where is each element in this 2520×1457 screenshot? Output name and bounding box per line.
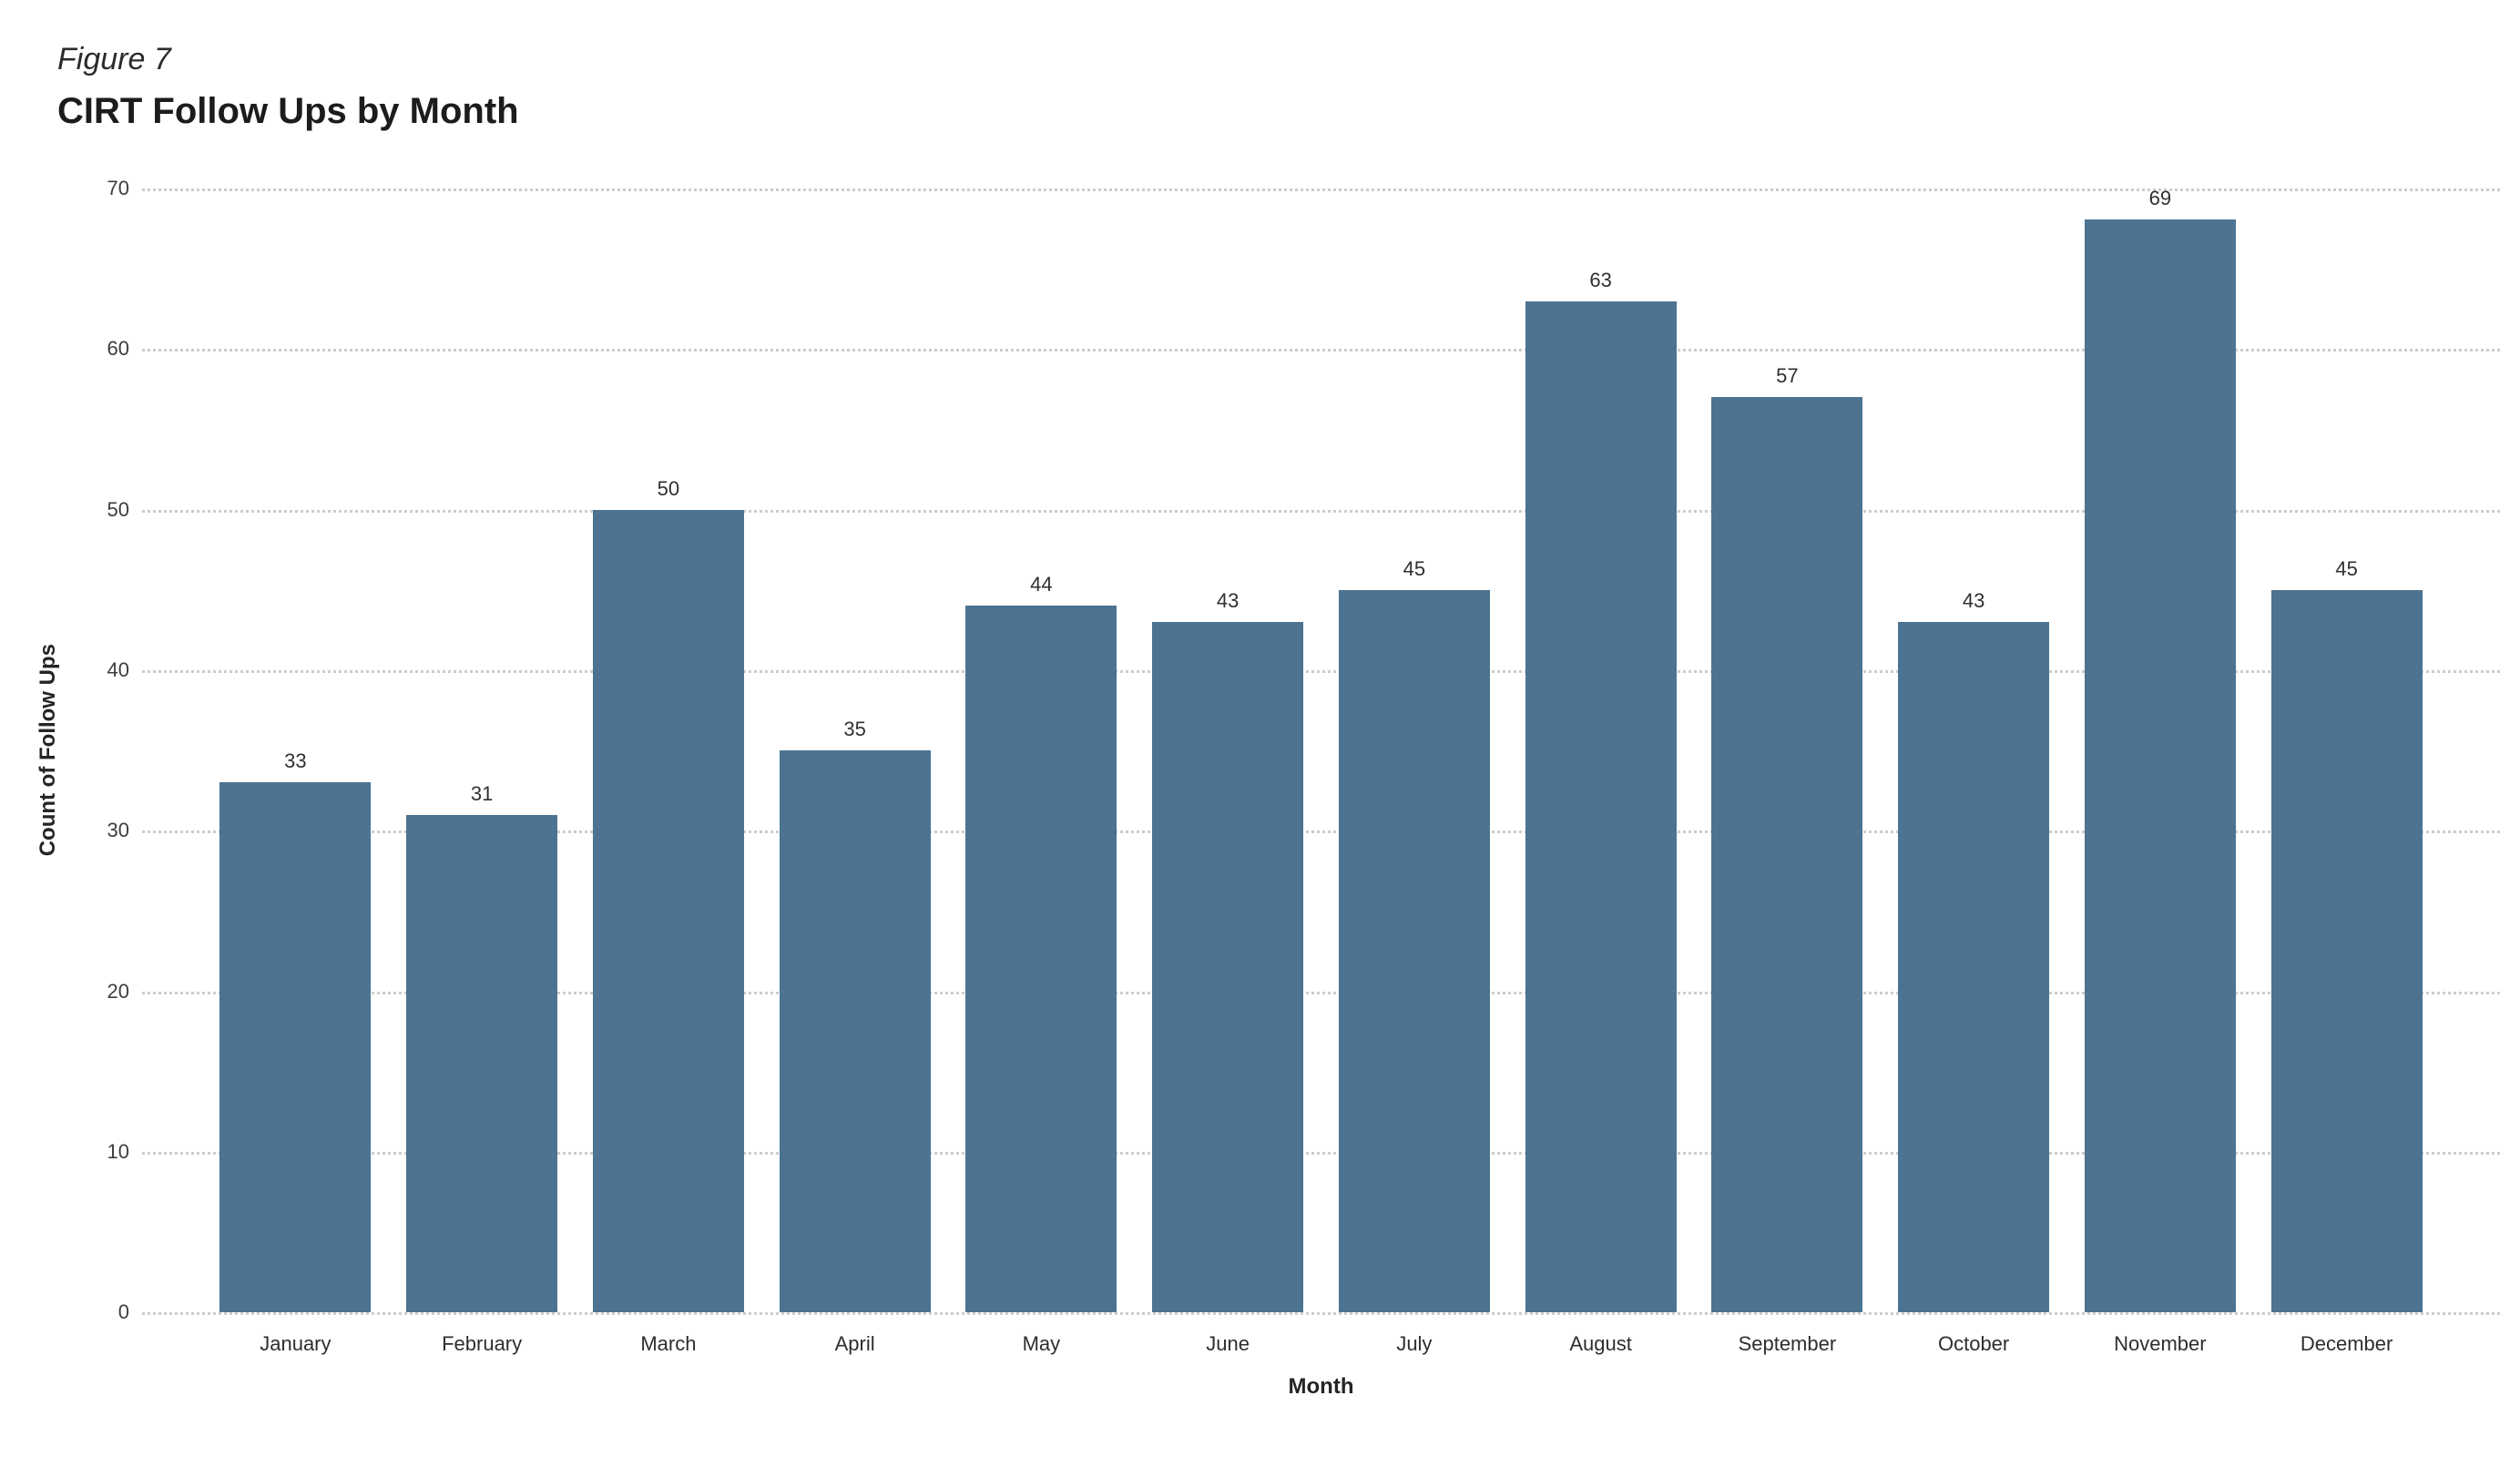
bar-slot-december: 45: [2253, 188, 2440, 1313]
bars-container: 33 31 50 35 44 43 45 63 57 43 69 45: [142, 187, 2500, 1313]
plot-column: 33 31 50 35 44 43 45 63 57 43 69 45 January February…: [142, 188, 2500, 1400]
x-axis-title: Month: [1288, 1374, 1354, 1400]
x-tick-label-december: December: [2300, 1332, 2393, 1356]
x-axis-labels: January February March April May June July Augu…: [142, 1332, 2500, 1356]
x-tick-label-january: January: [260, 1332, 332, 1356]
gridline-20: [142, 991, 2500, 994]
bar-slot-october: 43: [1881, 188, 2067, 1313]
bar-value-label: 35: [843, 718, 866, 741]
bar-chart: Count of Follow Ups 0 10 20 30 40 50 60 70 33 31…: [0, 177, 2520, 1400]
bar-slot-september: 57: [1694, 188, 1881, 1313]
x-tick-label-august: August: [1569, 1332, 1632, 1356]
bar-slot-february: 31: [389, 188, 576, 1313]
bar-slot-january: 33: [202, 188, 389, 1313]
y-tick-label-20: 20: [107, 979, 129, 1003]
bar-value-label: 31: [470, 781, 494, 805]
bar-slot-march: 50: [576, 188, 762, 1313]
x-tick-label-april: April: [834, 1332, 875, 1356]
bar-october: [1898, 622, 2050, 1313]
gridline-30: [142, 830, 2500, 834]
y-tick-label-10: 10: [107, 1139, 129, 1163]
bar-value-label: 45: [2335, 556, 2358, 580]
bar-june: [1152, 622, 1304, 1313]
bar-value-label: 63: [1589, 268, 1612, 291]
gridline-50: [142, 509, 2500, 513]
bar-march: [592, 509, 744, 1313]
bar-value-label: 44: [1030, 573, 1053, 596]
x-tick-label-june: June: [1206, 1332, 1250, 1356]
bar-value-label: 57: [1776, 364, 1799, 388]
gridline-70: [142, 188, 2500, 192]
bar-slot-june: 43: [1135, 188, 1321, 1313]
y-axis-title-column: Count of Follow Ups: [20, 188, 77, 1312]
y-tick-label-70: 70: [107, 177, 129, 200]
bar-april: [779, 750, 931, 1313]
gridline-40: [142, 669, 2500, 673]
y-axis-title: Count of Follow Ups: [36, 644, 60, 857]
bar-value-label: 45: [1403, 556, 1426, 580]
bar-value-label: 69: [2148, 187, 2172, 210]
chart-header: Figure 7 CIRT Follow Ups by Month: [0, 0, 2520, 132]
y-tick-label-50: 50: [107, 497, 129, 521]
x-tick-label-october: October: [1937, 1332, 2010, 1356]
bar-value-label: 43: [1962, 589, 1985, 613]
x-tick-label-november: November: [2114, 1332, 2207, 1356]
x-tick-label-july: July: [1396, 1332, 1433, 1356]
bar-value-label: 43: [1216, 589, 1240, 613]
figure-label: Figure 7: [57, 42, 171, 76]
bar-slot-april: 35: [761, 188, 948, 1313]
bar-december: [2270, 589, 2423, 1313]
chart-title: CIRT Follow Ups by Month: [57, 91, 519, 132]
gridline-10: [142, 1151, 2500, 1155]
bar-august: [1525, 301, 1677, 1313]
gridline-60: [142, 349, 2500, 352]
y-tick-label-40: 40: [107, 657, 129, 681]
bar-value-label: 33: [284, 749, 307, 773]
bar-february: [406, 814, 558, 1313]
bar-november: [2084, 219, 2236, 1313]
bar-slot-july: 45: [1321, 188, 1508, 1313]
y-tick-label-30: 30: [107, 819, 129, 842]
x-tick-label-may: May: [1022, 1332, 1061, 1356]
x-tick-label-february: February: [442, 1332, 523, 1356]
x-tick-label-march: March: [640, 1332, 697, 1356]
plot-area: 33 31 50 35 44 43 45 63 57 43 69 45: [142, 187, 2500, 1316]
y-axis-ticks: 0 10 20 30 40 50 60 70: [77, 177, 142, 1323]
bar-january: [219, 782, 372, 1313]
bar-value-label: 50: [657, 476, 680, 500]
x-tick-label-september: September: [1738, 1332, 1837, 1356]
bar-july: [1338, 589, 1490, 1313]
y-tick-label-0: 0: [117, 1300, 129, 1324]
bar-september: [1711, 397, 1863, 1313]
y-tick-label-60: 60: [107, 337, 129, 361]
bar-slot-november: 69: [2067, 187, 2254, 1313]
gridline-0: [142, 1312, 2500, 1316]
bar-may: [965, 606, 1117, 1313]
bar-slot-august: 63: [1507, 188, 1694, 1313]
bar-slot-may: 44: [948, 188, 1135, 1313]
